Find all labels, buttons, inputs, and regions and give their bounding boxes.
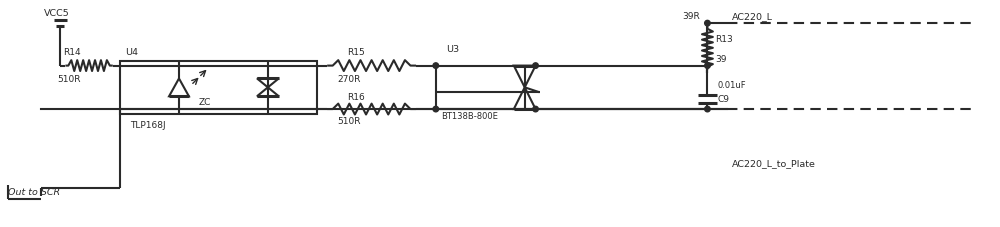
Circle shape	[533, 63, 538, 68]
Text: U4: U4	[125, 48, 138, 57]
Text: R15: R15	[347, 48, 365, 57]
Text: TLP168J: TLP168J	[130, 121, 165, 130]
Text: C9: C9	[717, 95, 729, 104]
Circle shape	[705, 106, 710, 112]
Circle shape	[533, 106, 538, 112]
Bar	[120, 61, 317, 114]
Text: U3: U3	[446, 45, 459, 54]
Text: 510R: 510R	[57, 75, 81, 84]
Circle shape	[705, 20, 710, 26]
Text: R13: R13	[715, 35, 733, 44]
Text: 270R: 270R	[337, 75, 360, 84]
Text: 39: 39	[715, 55, 727, 64]
Text: BT138B-800E: BT138B-800E	[441, 112, 498, 121]
Circle shape	[433, 63, 439, 68]
Text: R16: R16	[347, 93, 365, 102]
Text: Out to SCR: Out to SCR	[8, 188, 60, 197]
Text: VCC5: VCC5	[44, 9, 69, 18]
Text: AC220_L: AC220_L	[732, 12, 773, 21]
Circle shape	[705, 63, 710, 68]
Text: 510R: 510R	[337, 117, 361, 126]
Text: ZC: ZC	[199, 98, 211, 107]
Text: AC220_L_to_Plate: AC220_L_to_Plate	[732, 159, 816, 168]
Circle shape	[433, 106, 439, 112]
Text: 39R: 39R	[683, 12, 700, 21]
Text: 0.01uF: 0.01uF	[717, 81, 746, 90]
Text: R14: R14	[63, 48, 81, 57]
